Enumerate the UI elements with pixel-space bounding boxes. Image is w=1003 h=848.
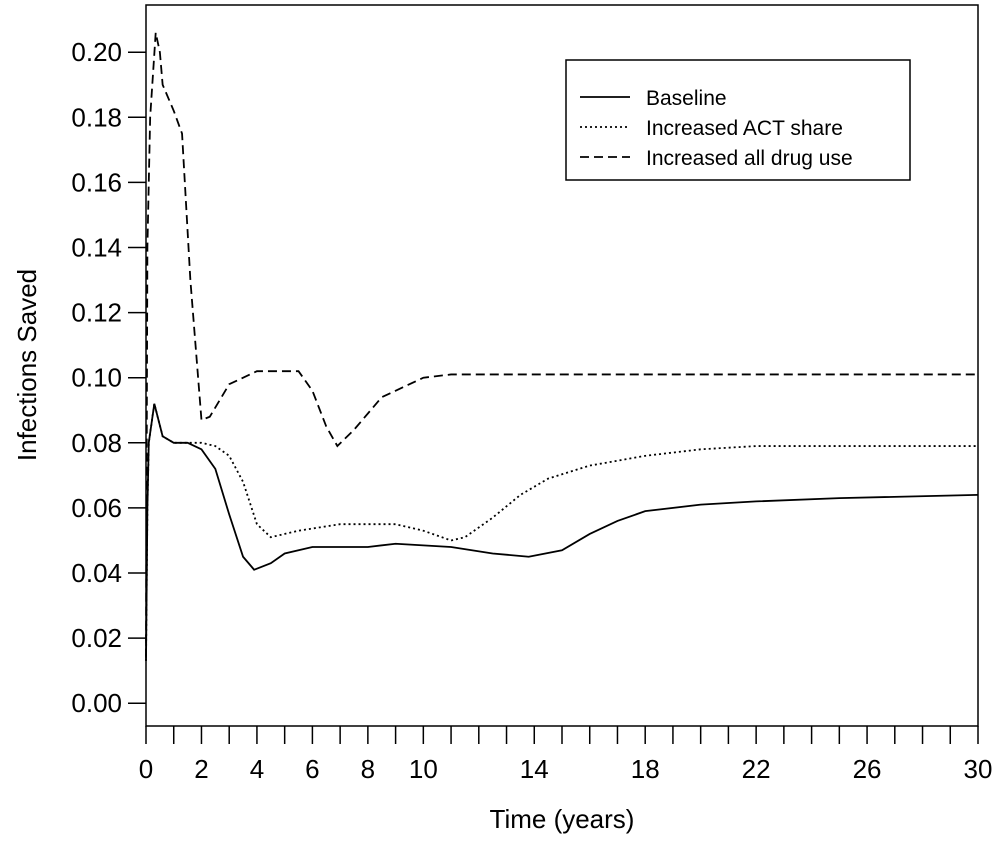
x-tick-label: 22 bbox=[742, 754, 771, 784]
x-tick-label: 10 bbox=[409, 754, 438, 784]
y-tick-label: 0.08 bbox=[71, 428, 122, 458]
y-tick-label: 0.00 bbox=[71, 688, 122, 718]
y-tick-label: 0.16 bbox=[71, 167, 122, 197]
x-axis-label: Time (years) bbox=[490, 804, 635, 834]
x-tick-label: 18 bbox=[631, 754, 660, 784]
y-tick-label: 0.10 bbox=[71, 363, 122, 393]
y-tick-label: 0.02 bbox=[71, 623, 122, 653]
series-line bbox=[145, 403, 979, 661]
x-tick-label: 6 bbox=[305, 754, 319, 784]
y-tick-label: 0.04 bbox=[71, 558, 122, 588]
x-tick-label: 30 bbox=[964, 754, 993, 784]
legend-label: Baseline bbox=[646, 87, 727, 110]
legend-label: Increased ACT share bbox=[646, 117, 843, 140]
y-tick-label: 0.06 bbox=[71, 493, 122, 523]
x-tick-label: 4 bbox=[250, 754, 264, 784]
x-tick-label: 8 bbox=[361, 754, 375, 784]
y-tick-label: 0.18 bbox=[71, 102, 122, 132]
x-tick-label: 0 bbox=[139, 754, 153, 784]
legend-label: Increased all drug use bbox=[646, 147, 853, 170]
x-tick-label: 14 bbox=[520, 754, 549, 784]
series-line bbox=[145, 32, 978, 658]
y-tick-label: 0.14 bbox=[71, 233, 122, 263]
x-tick-label: 26 bbox=[853, 754, 882, 784]
y-tick-label: 0.12 bbox=[71, 298, 122, 328]
x-tick-label: 2 bbox=[194, 754, 208, 784]
legend-box bbox=[565, 59, 911, 181]
y-axis-label: Infections Saved bbox=[12, 269, 42, 461]
y-tick-label: 0.20 bbox=[71, 37, 122, 67]
series-line bbox=[145, 403, 978, 661]
